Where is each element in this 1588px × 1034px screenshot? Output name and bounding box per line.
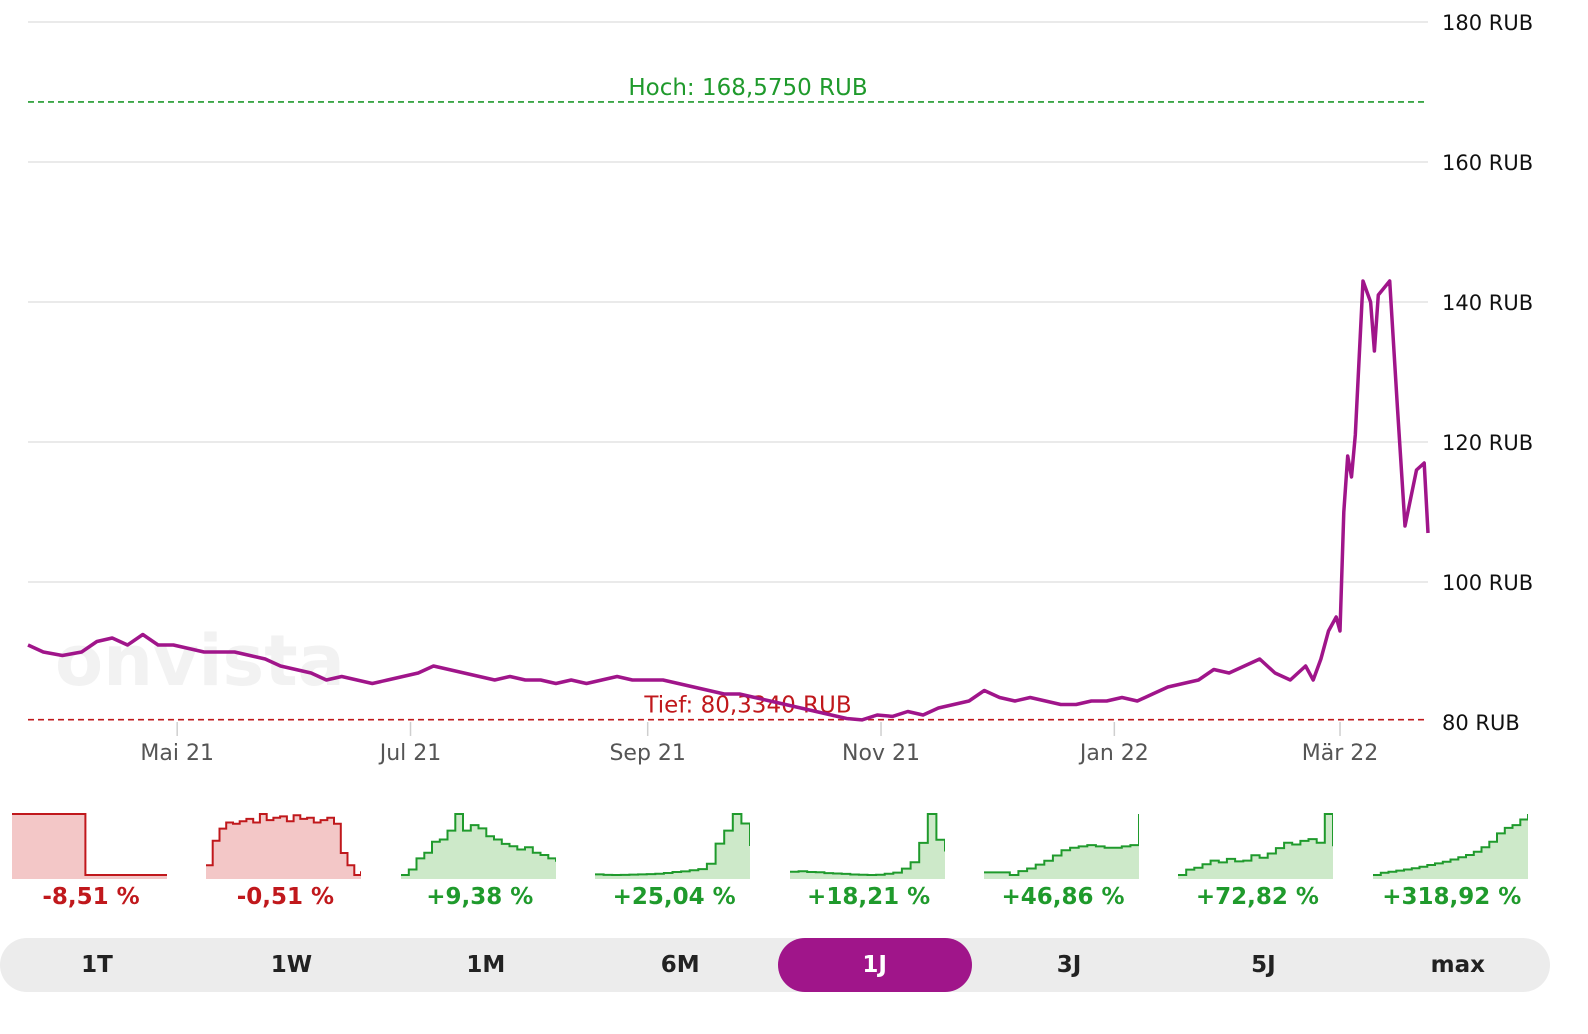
mini-chart-line [595,813,751,876]
mini-chart-percent: +72,82 % [1195,884,1319,910]
mini-chart-line [206,813,362,876]
mini-chart-graph [400,813,556,879]
x-tick-label: Mai 21 [140,741,214,766]
mini-chart-area [984,814,1139,879]
mini-chart-area [789,814,945,879]
mini-chart-area [206,814,362,879]
mini-chart-graph [12,813,167,879]
range-button-1m[interactable]: 1M [466,952,506,978]
x-tick-label: Nov 21 [842,741,920,766]
mini-chart-area [1178,814,1334,879]
range-button-6m[interactable]: 6M [660,952,700,978]
y-tick-label: 140 RUB [1442,291,1533,315]
mini-chart-percent: +318,92 % [1382,884,1522,910]
y-tick-label: 120 RUB [1442,431,1533,455]
mini-chart-7[interactable]: +318,92 % [1372,808,1531,918]
mini-chart-line [984,814,1139,876]
mini-chart-6[interactable]: +72,82 % [1178,808,1336,918]
mini-chart-percent: +18,21 % [807,884,931,910]
range-selector: 1T 1W 1M 6M 1J 3J 5J max [0,938,1550,992]
range-button-1t[interactable]: 1T [81,952,113,978]
mini-chart-line [1178,813,1334,876]
mini-chart-percent: -0,51 % [236,884,335,910]
mini-chart-4[interactable]: +18,21 % [789,808,948,918]
mini-chart-graph [206,813,362,879]
mini-chart-area [12,814,167,879]
mini-chart-graph [789,813,945,879]
high-line-label: Hoch: 168,5750 RUB [628,75,867,101]
price-chart: onvista 180 RUB 160 RUB 140 RUB 120 RUB 100 … [27,11,1533,766]
gridlines [28,21,1428,583]
mini-chart-1[interactable]: -0,51 % [206,808,364,918]
range-button-3j[interactable]: 3J [1056,952,1082,978]
mini-chart-percent: -8,51 % [42,884,140,910]
mini-chart-percent: +25,04 % [612,884,736,910]
range-button-1w[interactable]: 1W [270,952,313,978]
y-tick-label: 180 RUB [1442,11,1533,35]
watermark: onvista [55,620,345,702]
x-tick-label: Sep 21 [609,741,685,766]
y-tick-label: 80 RUB [1442,711,1520,735]
mini-chart-line [12,813,167,876]
mini-chart-area [595,814,751,879]
y-axis: 180 RUB 160 RUB 140 RUB 120 RUB 100 RUB 80 RU… [1442,11,1533,735]
mini-chart-area [400,814,556,879]
y-tick-label: 160 RUB [1442,151,1533,175]
mini-chart-graph [1178,813,1334,879]
mini-chart-3[interactable]: +25,04 % [595,808,753,918]
mini-chart-graph [595,813,751,879]
mini-chart-graph [1372,814,1528,879]
x-axis: Mai 21 Jul 21 Sep 21 Nov 21 Jan 22 Mär 22 [140,722,1378,766]
x-tick-label: Jul 21 [378,741,442,766]
mini-chart-line [789,813,945,876]
mini-chart-graph [984,814,1139,879]
range-button-max[interactable]: max [1430,952,1485,978]
x-tick-label: Mär 22 [1302,741,1379,766]
y-tick-label: 100 RUB [1442,571,1533,595]
mini-chart-2[interactable]: +9,38 % [400,808,559,918]
mini-chart-0[interactable]: -8,51 % [12,808,170,918]
mini-chart-percent: +46,86 % [1001,884,1125,910]
price-series-line [27,279,1430,722]
mini-chart-line [1372,814,1528,876]
x-tick-label: Jan 22 [1078,741,1149,766]
range-button-1j[interactable]: 1J [777,938,972,992]
mini-chart-line [400,813,556,876]
mini-chart-percent: +9,38 % [426,884,534,910]
mini-chart-5[interactable]: +46,86 % [984,808,1142,918]
mini-chart-area [1372,814,1528,879]
range-button-5j[interactable]: 5J [1251,952,1276,978]
